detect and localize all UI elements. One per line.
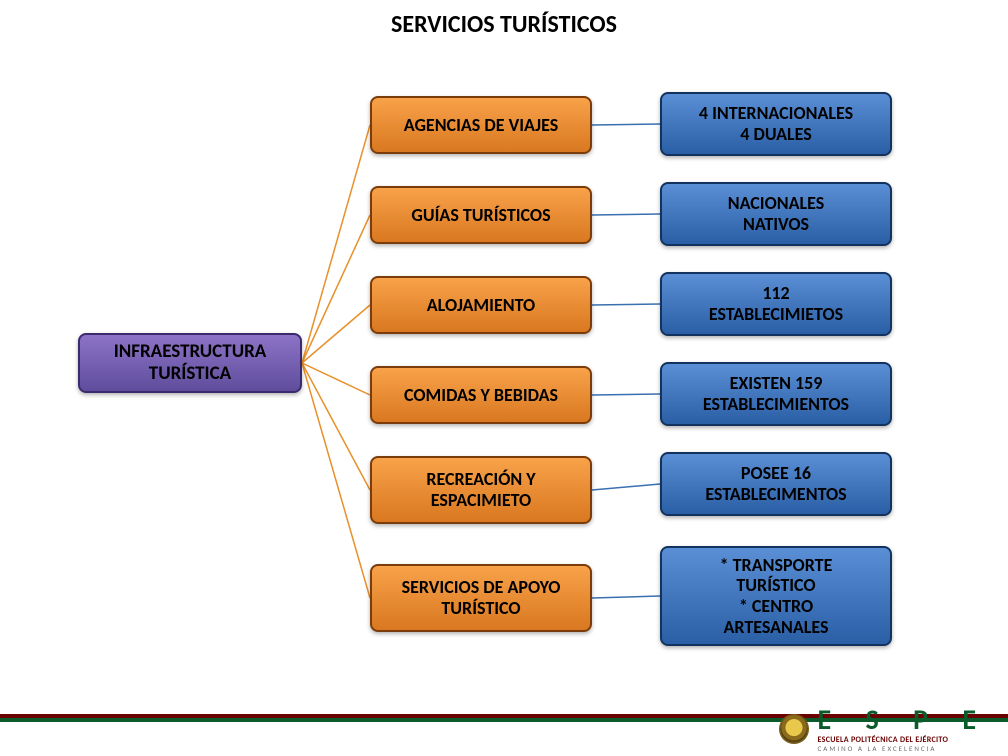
detail-node-0-line: 4 DUALES xyxy=(740,124,811,145)
detail-node-5-line: TURÍSTICO xyxy=(736,575,815,596)
logo-letters: E S P E xyxy=(818,706,990,734)
slide: SERVICIOS TURÍSTICOS INFRAESTRUCTURATURÍ… xyxy=(0,0,1008,756)
root-node: INFRAESTRUCTURATURÍSTICA xyxy=(78,333,302,393)
detail-node-3-line: ESTABLECIMIENTOS xyxy=(703,394,849,415)
detail-node-0: 4 INTERNACIONALES4 DUALES xyxy=(660,92,892,156)
logo-block: E S P E ESCUELA POLITÉCNICA DEL EJÉRCITO… xyxy=(780,706,990,752)
category-node-4: RECREACIÓN YESPACIMIETO xyxy=(370,456,592,524)
detail-node-5-line: ARTESANALES xyxy=(723,617,828,638)
detail-node-2: 112ESTABLECIMIETOS xyxy=(660,272,892,336)
root-node-line: TURÍSTICA xyxy=(149,363,231,385)
detail-node-1-line: NATIVOS xyxy=(743,214,809,235)
detail-node-2-line: 112 xyxy=(762,283,789,304)
category-node-1-line: GUÍAS TURÍSTICOS xyxy=(411,205,550,226)
category-node-3: COMIDAS Y BEBIDAS xyxy=(370,366,592,424)
root-node-line: INFRAESTRUCTURA xyxy=(114,341,267,363)
detail-node-1-line: NACIONALES xyxy=(728,193,825,214)
category-node-4-line: RECREACIÓN Y xyxy=(426,469,535,490)
logo-sub1: ESCUELA POLITÉCNICA DEL EJÉRCITO xyxy=(818,736,990,744)
crest-icon xyxy=(780,715,808,743)
category-node-0-line: AGENCIAS DE VIAJES xyxy=(404,115,558,136)
category-node-0: AGENCIAS DE VIAJES xyxy=(370,96,592,154)
category-node-5: SERVICIOS DE APOYOTURÍSTICO xyxy=(370,564,592,632)
detail-node-1: NACIONALESNATIVOS xyxy=(660,182,892,246)
category-node-3-line: COMIDAS Y BEBIDAS xyxy=(404,385,558,406)
slide-title: SERVICIOS TURÍSTICOS xyxy=(0,10,1008,39)
title-text: SERVICIOS TURÍSTICOS xyxy=(391,10,617,39)
category-node-5-line: TURÍSTICO xyxy=(441,598,520,619)
category-node-1: GUÍAS TURÍSTICOS xyxy=(370,186,592,244)
detail-node-4-line: ESTABLECIMENTOS xyxy=(705,484,846,505)
detail-node-3: EXISTEN 159ESTABLECIMIENTOS xyxy=(660,362,892,426)
category-node-2-line: ALOJAMIENTO xyxy=(427,295,535,316)
detail-node-5: * TRANSPORTETURÍSTICO* CENTROARTESANALES xyxy=(660,546,892,646)
detail-node-5-line: * TRANSPORTE xyxy=(720,555,833,576)
detail-node-4: POSEE 16ESTABLECIMENTOS xyxy=(660,452,892,516)
logo-sub2: CAMINO A LA EXCELENCIA xyxy=(818,745,990,752)
detail-node-2-line: ESTABLECIMIETOS xyxy=(709,304,843,325)
category-node-5-line: SERVICIOS DE APOYO xyxy=(402,577,561,598)
detail-node-5-line: * CENTRO xyxy=(739,596,813,617)
detail-node-0-line: 4 INTERNACIONALES xyxy=(699,103,853,124)
detail-node-4-line: POSEE 16 xyxy=(741,463,811,484)
category-node-2: ALOJAMIENTO xyxy=(370,276,592,334)
detail-node-3-line: EXISTEN 159 xyxy=(730,373,823,394)
logo-text: E S P E ESCUELA POLITÉCNICA DEL EJÉRCITO… xyxy=(818,706,990,752)
category-node-4-line: ESPACIMIETO xyxy=(431,490,531,511)
